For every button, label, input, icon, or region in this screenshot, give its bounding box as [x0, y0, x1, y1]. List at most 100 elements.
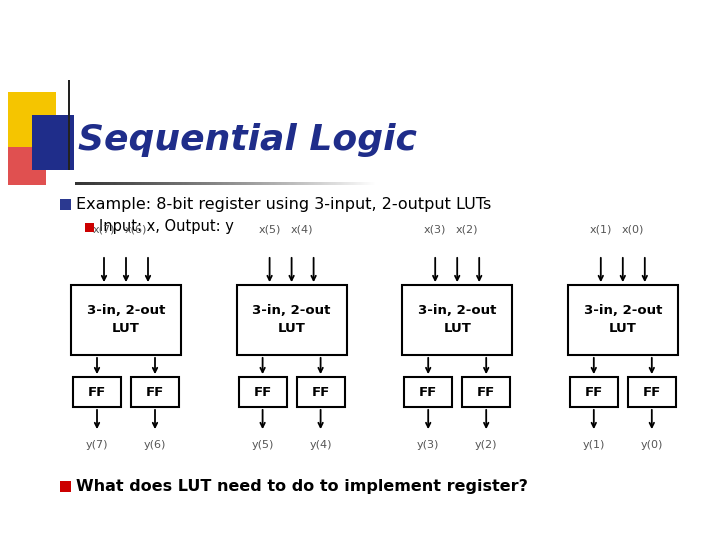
Bar [277, 182, 278, 185]
Bar [298, 182, 299, 185]
Bar [377, 182, 378, 185]
Bar [236, 182, 237, 185]
Bar [252, 182, 253, 185]
Bar [306, 182, 307, 185]
Bar [322, 182, 323, 185]
Bar [670, 182, 671, 185]
Bar [329, 182, 330, 185]
Bar [231, 182, 232, 185]
Bar [94, 182, 95, 185]
Bar [111, 182, 112, 185]
Bar [313, 182, 314, 185]
Bar [510, 182, 511, 185]
Bar [571, 182, 572, 185]
Text: FF: FF [643, 386, 661, 399]
Bar [629, 182, 630, 185]
Bar [401, 182, 402, 185]
Bar [642, 182, 643, 185]
Bar [565, 182, 566, 185]
Bar [117, 182, 118, 185]
Bar [596, 182, 597, 185]
Bar [499, 182, 500, 185]
Bar [215, 182, 216, 185]
Bar [312, 182, 313, 185]
Bar [160, 182, 161, 185]
Bar [573, 182, 574, 185]
Bar [122, 182, 123, 185]
Bar [464, 182, 465, 185]
Bar [161, 182, 162, 185]
Bar [266, 182, 267, 185]
Bar [310, 182, 311, 185]
Bar [344, 182, 345, 185]
Bar [357, 182, 358, 185]
Bar [473, 182, 474, 185]
Bar [396, 182, 397, 185]
Bar [497, 182, 498, 185]
Bar [500, 182, 501, 185]
Bar [439, 182, 440, 185]
Bar [304, 182, 305, 185]
Bar [68, 80, 70, 170]
Bar [177, 182, 178, 185]
Bar [220, 182, 221, 185]
Bar [572, 182, 573, 185]
Bar [292, 182, 293, 185]
Bar [138, 182, 139, 185]
Bar [267, 182, 268, 185]
Text: 3-in, 2-out
LUT: 3-in, 2-out LUT [253, 305, 330, 335]
Bar [385, 182, 386, 185]
Bar [139, 182, 140, 185]
Bar [130, 182, 131, 185]
Bar [468, 182, 469, 185]
Bar [622, 182, 623, 185]
Bar [591, 182, 592, 185]
Bar [505, 182, 506, 185]
Bar [81, 182, 82, 185]
Bar [546, 182, 547, 185]
Bar [182, 182, 183, 185]
Bar [479, 182, 480, 185]
Bar [639, 182, 640, 185]
Bar [563, 182, 564, 185]
Bar [433, 182, 434, 185]
Bar [150, 182, 151, 185]
Text: x(0): x(0) [621, 225, 644, 235]
Bar [609, 182, 610, 185]
Bar [628, 182, 629, 185]
Bar [137, 182, 138, 185]
Bar [395, 182, 396, 185]
Bar [309, 182, 310, 185]
Bar [640, 182, 641, 185]
Bar [119, 182, 120, 185]
Text: FF: FF [312, 386, 330, 399]
Bar [167, 182, 168, 185]
Text: FF: FF [477, 386, 495, 399]
Bar [668, 182, 669, 185]
Text: FF: FF [585, 386, 603, 399]
Bar [389, 182, 390, 185]
Bar [402, 285, 512, 355]
Bar [657, 182, 658, 185]
Bar [336, 182, 337, 185]
Bar [147, 182, 148, 185]
Bar [165, 182, 166, 185]
Bar [179, 182, 180, 185]
Bar [488, 182, 489, 185]
Bar [526, 182, 527, 185]
Bar [369, 182, 370, 185]
Bar [240, 182, 241, 185]
Bar [169, 182, 170, 185]
Bar [602, 182, 603, 185]
Bar [530, 182, 531, 185]
Bar [199, 182, 200, 185]
Bar [210, 182, 211, 185]
Bar [338, 182, 339, 185]
Bar [536, 182, 537, 185]
Bar [95, 182, 96, 185]
Bar [561, 182, 562, 185]
Bar [471, 182, 472, 185]
Bar [110, 182, 111, 185]
Bar [613, 182, 614, 185]
Bar [406, 182, 407, 185]
